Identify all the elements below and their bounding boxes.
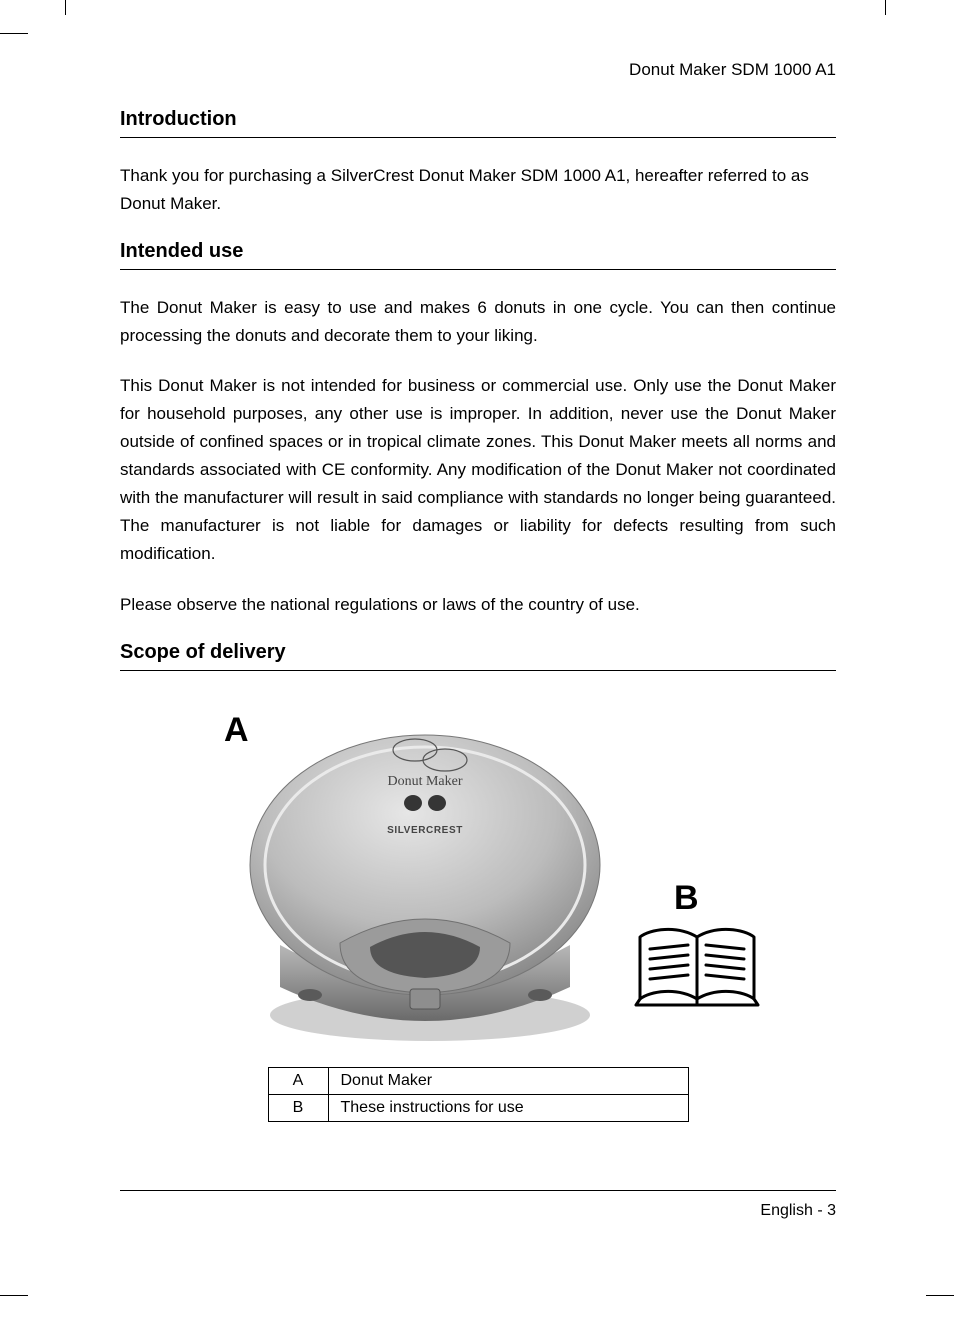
legend-key: B <box>268 1094 328 1121</box>
intended-paragraph-2: This Donut Maker is not intended for bus… <box>120 372 836 568</box>
svg-text:SILVERCREST: SILVERCREST <box>387 825 463 836</box>
footer-rule <box>120 1190 836 1191</box>
header-product-title: Donut Maker SDM 1000 A1 <box>120 60 836 80</box>
legend-value: Donut Maker <box>328 1067 688 1094</box>
intended-paragraph-1: The Donut Maker is easy to use and makes… <box>120 294 836 350</box>
heading-introduction: Introduction <box>120 108 836 138</box>
manual-book-icon <box>632 923 762 1013</box>
table-row: A Donut Maker <box>268 1067 688 1094</box>
donut-maker-icon: Donut Maker SILVERCREST <box>220 695 630 1055</box>
crop-mark <box>926 1295 954 1296</box>
crop-mark <box>0 1295 28 1296</box>
heading-scope-of-delivery: Scope of delivery <box>120 641 836 671</box>
heading-intended-use: Intended use <box>120 240 836 270</box>
crop-mark <box>65 0 66 15</box>
footer-page-number: English - 3 <box>120 1202 836 1220</box>
svg-text:Donut Maker: Donut Maker <box>387 774 462 789</box>
legend-key: A <box>268 1067 328 1094</box>
crop-mark <box>0 33 28 34</box>
scope-figure: A B <box>120 695 836 1055</box>
legend-value: These instructions for use <box>328 1094 688 1121</box>
crop-mark <box>885 0 886 15</box>
intended-paragraph-3: Please observe the national regulations … <box>120 591 836 619</box>
page-content: Donut Maker SDM 1000 A1 Introduction Tha… <box>120 60 836 1122</box>
scope-legend-table: A Donut Maker B These instructions for u… <box>268 1067 689 1122</box>
figure-label-b: B <box>674 879 699 918</box>
intro-paragraph: Thank you for purchasing a SilverCrest D… <box>120 162 836 218</box>
table-row: B These instructions for use <box>268 1094 688 1121</box>
